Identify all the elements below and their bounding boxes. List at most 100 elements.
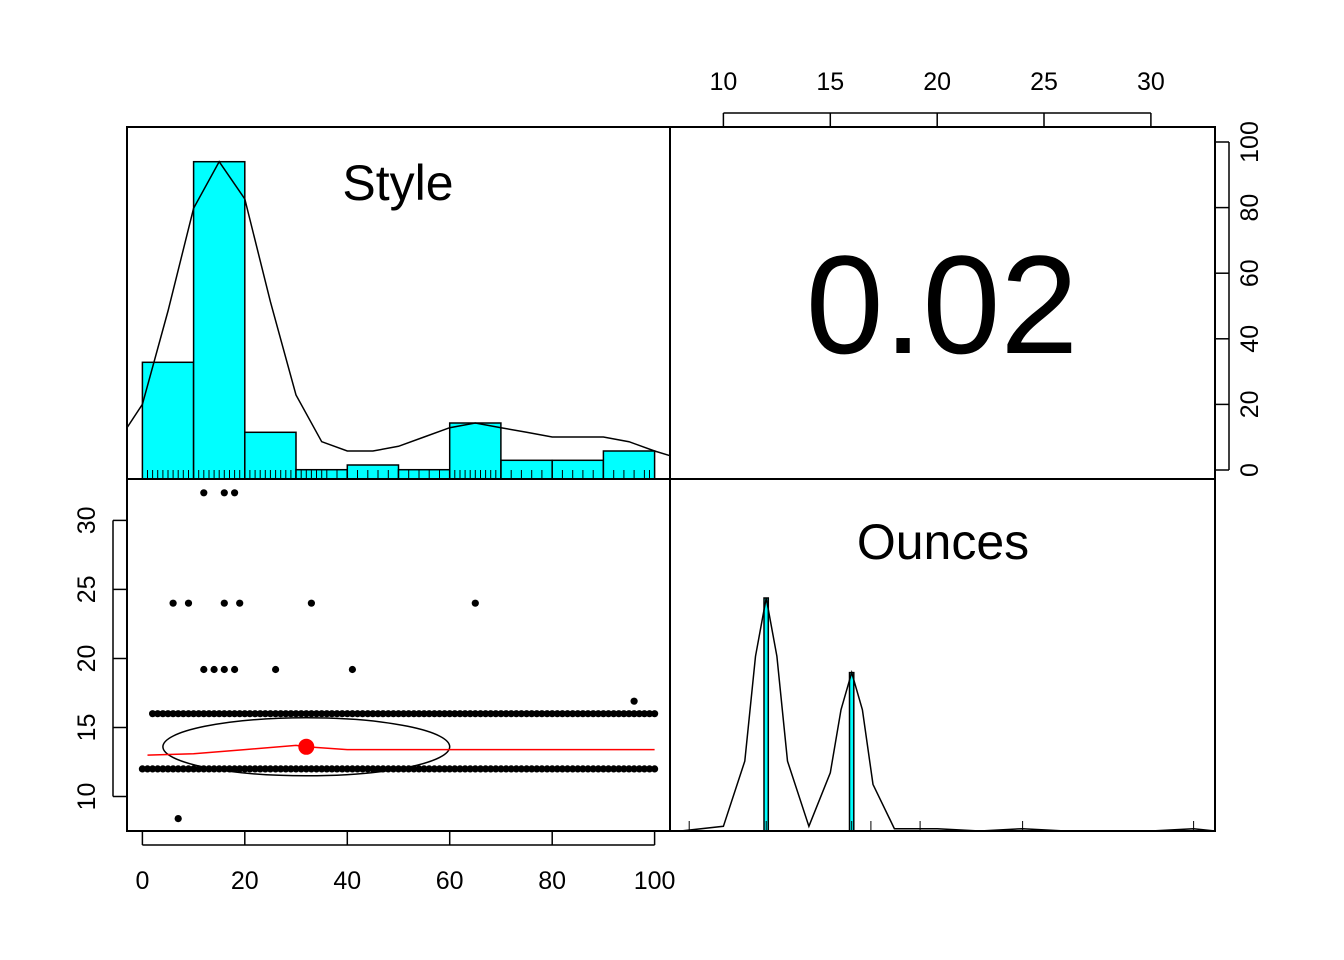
- scatter-point: [272, 765, 280, 773]
- scatter-point: [307, 599, 315, 607]
- scatter-point: [507, 710, 515, 718]
- scatter-point: [563, 710, 572, 718]
- scatter-point: [584, 710, 592, 718]
- scatter-point: [169, 765, 177, 773]
- scatter-point: [599, 710, 608, 718]
- scatter-point: [261, 710, 269, 718]
- ounces-density-curve: [680, 597, 1216, 832]
- scatter-point: [159, 765, 167, 773]
- scatter-point: [282, 710, 290, 718]
- bottom-axis-tick-label: 20: [231, 867, 259, 895]
- scatter-point: [579, 710, 587, 718]
- scatter-point: [149, 765, 157, 773]
- scatter-point: [415, 765, 423, 773]
- scatter-point: [164, 710, 172, 718]
- scatter-point: [220, 665, 228, 674]
- scatter-point: [277, 710, 285, 718]
- scatter-point: [492, 710, 500, 718]
- right-axis-tick-label: 40: [1236, 325, 1264, 353]
- scatter-point: [589, 765, 597, 773]
- left-axis-tick-label: 15: [73, 714, 101, 742]
- scatter-point: [394, 710, 403, 718]
- scatter-point: [558, 710, 567, 718]
- scatter-point: [625, 710, 633, 718]
- scatter-point: [594, 710, 602, 718]
- scatter-point: [415, 710, 423, 718]
- scatter-point: [630, 710, 638, 718]
- top-axis-tick-label: 25: [1030, 68, 1058, 96]
- ounces-panel-title: Ounces: [857, 514, 1029, 570]
- scatter-point: [338, 765, 346, 773]
- scatter-point: [348, 765, 356, 773]
- left-axis-tick-label: 10: [73, 783, 101, 811]
- scatter-point: [374, 710, 382, 718]
- scatter-point: [364, 765, 372, 773]
- scatter-point: [604, 765, 613, 773]
- scatter-point: [282, 765, 290, 773]
- scatter-point: [174, 815, 182, 823]
- scatter-point: [154, 710, 162, 718]
- scatter-point: [466, 765, 474, 773]
- correlation-value: 0.02: [806, 226, 1078, 383]
- scatter-point: [645, 710, 654, 718]
- scatter-point: [528, 765, 536, 773]
- scatter-point: [620, 765, 628, 773]
- scatter-point: [379, 710, 387, 718]
- scatter-point: [246, 765, 254, 773]
- text-layer: Style 0.02 Ounces: [342, 155, 1078, 570]
- scatter-point: [374, 765, 382, 773]
- scatter-point: [297, 765, 305, 773]
- left-axis-tick-label: 20: [73, 645, 101, 673]
- scatter-point: [471, 710, 479, 718]
- scatter-point: [174, 710, 182, 718]
- scatter-point: [236, 765, 244, 773]
- scatter-point: [430, 765, 438, 773]
- scatter-point: [420, 710, 428, 718]
- right-axis-tick-label: 20: [1236, 390, 1264, 418]
- scatter-point: [236, 710, 244, 718]
- scatter-point: [502, 765, 510, 773]
- scatter-point: [190, 710, 198, 718]
- scatter-point: [523, 765, 531, 773]
- top-axis-tick-label: 30: [1137, 68, 1165, 96]
- top-axis-tick-label: 15: [816, 68, 844, 96]
- scatter-point: [420, 765, 428, 773]
- bottom-axis-tick-label: 40: [333, 867, 361, 895]
- scatter-point: [266, 765, 274, 773]
- scatter-point: [538, 765, 546, 773]
- scatter-point: [651, 710, 659, 718]
- scatter-point: [231, 710, 239, 718]
- scatter-point: [328, 710, 336, 718]
- scatter-point: [569, 710, 577, 718]
- scatter-point: [512, 710, 520, 718]
- scatter-point: [630, 765, 638, 773]
- axes-layer: 0 20 40 60 80 100 10 15 20 25 30 10 15 20 25 30 0 20 40 60 8…: [73, 68, 1264, 895]
- style-density-curve: [126, 160, 671, 457]
- scatter-point: [466, 710, 474, 718]
- scatter-point: [307, 765, 315, 773]
- scatter-point: [200, 665, 208, 674]
- scatter-point: [482, 710, 490, 718]
- scatter-point: [476, 710, 485, 718]
- scatter-point: [154, 765, 162, 773]
- scatter-point: [272, 710, 280, 718]
- scatter-point: [348, 665, 356, 674]
- scatter-point: [364, 710, 372, 718]
- scatter-point: [645, 765, 654, 773]
- scatter-point: [487, 765, 495, 773]
- scatter-point: [456, 710, 464, 718]
- scatter-point: [256, 765, 264, 773]
- scatter-point: [190, 765, 198, 773]
- scatter-point: [574, 710, 582, 718]
- scatter-point: [446, 765, 454, 773]
- scatter-point: [558, 765, 567, 773]
- top-axis-tick-label: 10: [709, 68, 737, 96]
- scatter-point: [184, 765, 193, 773]
- panel-frames: [126, 126, 1216, 832]
- scatter-point: [517, 765, 526, 773]
- scatter-point: [425, 710, 433, 718]
- scatter-point: [312, 710, 321, 718]
- scatter-point: [497, 710, 505, 718]
- ounces-histogram-bar: [848, 671, 855, 832]
- scatter-point: [471, 599, 479, 607]
